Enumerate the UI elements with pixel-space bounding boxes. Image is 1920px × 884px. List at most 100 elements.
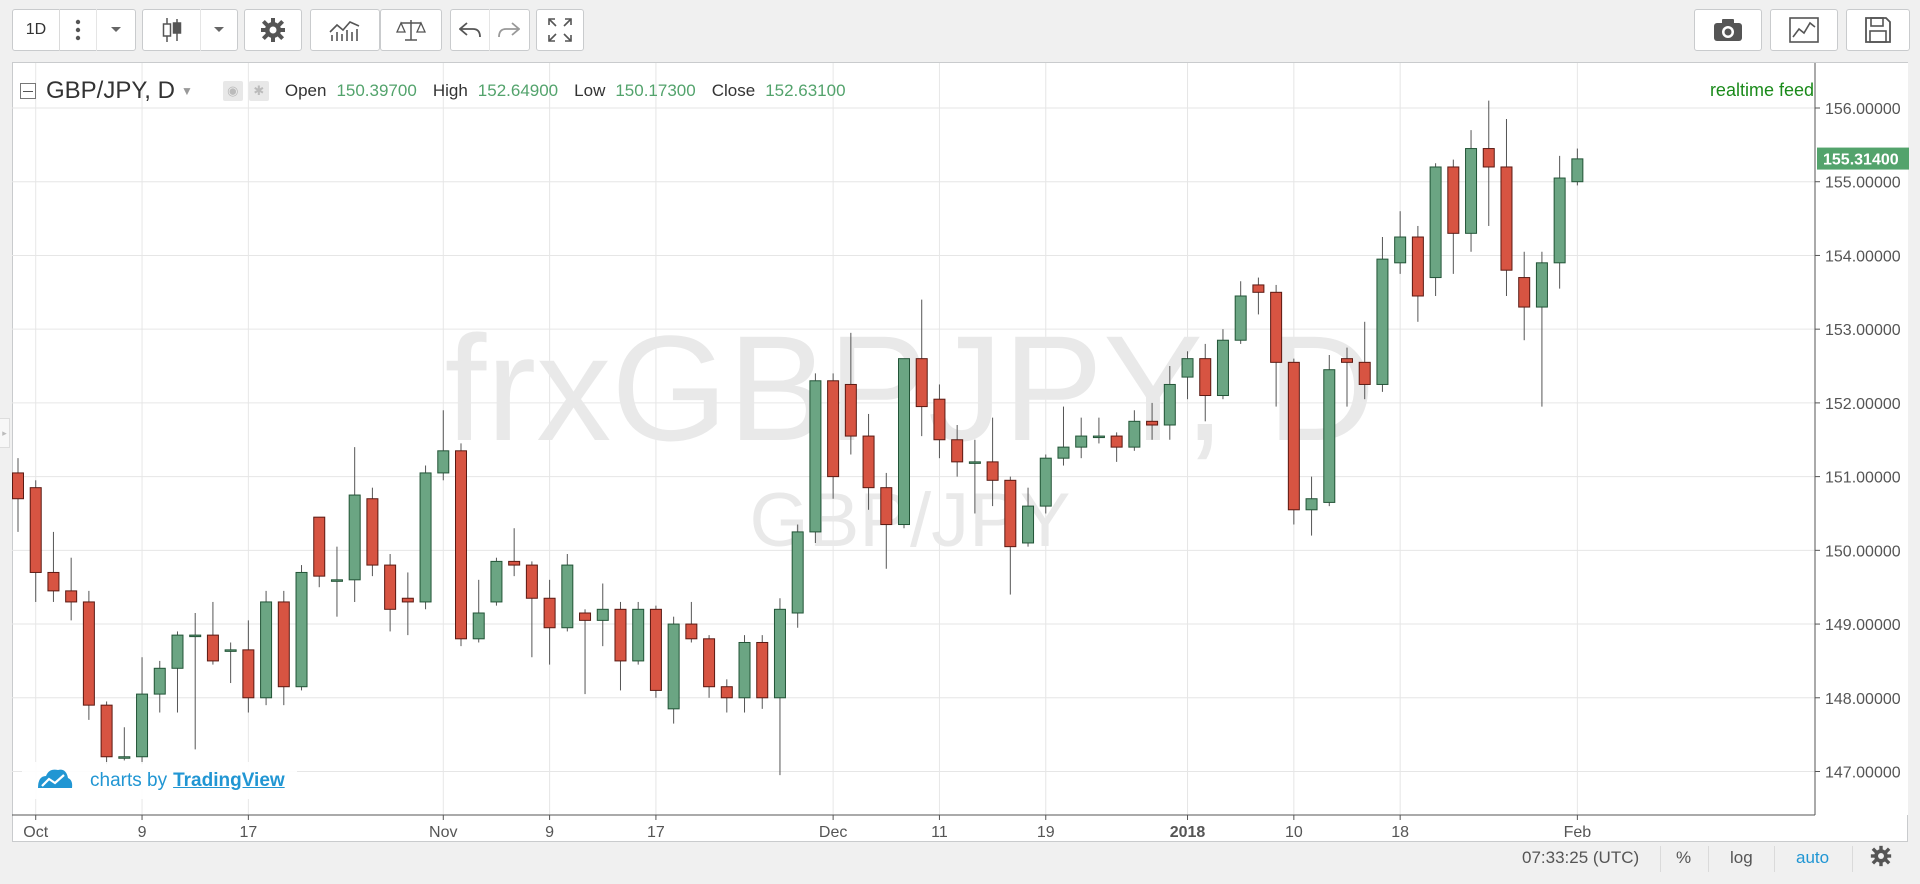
candle-body-down	[1110, 435, 1123, 448]
time-tick-label: Dec	[819, 824, 847, 841]
fullscreen-button[interactable]	[536, 9, 584, 51]
chevron-down-icon[interactable]	[201, 26, 237, 34]
candle	[649, 605, 662, 698]
candle-body-down	[12, 472, 24, 500]
chevron-right-icon[interactable]: ▸	[0, 418, 10, 448]
candle	[118, 727, 131, 761]
candle-body-down	[206, 634, 219, 662]
candle	[29, 480, 42, 602]
save-icon	[1864, 16, 1892, 44]
time-tick-label: 17	[647, 824, 665, 841]
candle	[1022, 487, 1035, 547]
grid	[12, 63, 1815, 815]
chevron-down-icon[interactable]	[97, 26, 135, 34]
candle-body-down	[277, 601, 290, 688]
log-scale-toggle[interactable]: log	[1730, 848, 1753, 867]
candle	[1252, 277, 1265, 315]
candle-body-down	[543, 597, 556, 629]
candle	[561, 554, 574, 632]
gear-icon[interactable]	[1870, 845, 1892, 872]
candle	[401, 572, 414, 636]
candle	[703, 635, 716, 698]
time-tick-label: 11	[931, 824, 948, 841]
compare-button[interactable]	[380, 9, 442, 51]
candle-body-down	[720, 686, 733, 699]
candle	[844, 332, 857, 455]
candle	[384, 554, 397, 632]
candlestick-icon[interactable]	[143, 16, 200, 44]
candle	[525, 561, 538, 658]
candle	[437, 410, 450, 481]
candle	[277, 590, 290, 706]
candle	[1075, 417, 1088, 459]
save-button[interactable]	[1846, 9, 1910, 51]
candle	[1270, 284, 1283, 407]
candle	[880, 472, 893, 569]
open-label: Open	[284, 81, 327, 100]
candle-body-down	[1252, 284, 1265, 293]
high-value: 152.64900	[477, 81, 559, 100]
tradingview-branding[interactable]: charts by TradingView	[22, 762, 297, 799]
divider	[1774, 846, 1775, 872]
price-tick-label: 148.00000	[1825, 691, 1901, 708]
candle-body-down	[29, 487, 42, 573]
candle-body-up	[1323, 369, 1336, 503]
candle-body-down	[1004, 479, 1017, 548]
undo-redo-group	[450, 9, 530, 51]
more-vertical-icon[interactable]	[60, 19, 96, 41]
candle	[65, 557, 78, 621]
candle	[330, 546, 343, 617]
last-price-badge	[1817, 147, 1909, 170]
auto-scale-toggle[interactable]: auto	[1796, 848, 1830, 867]
collapse-legend-icon[interactable]	[20, 83, 36, 99]
time-tick-label: 9	[138, 824, 147, 841]
tradingview-link[interactable]: TradingView	[173, 769, 285, 791]
high-label: High	[432, 81, 468, 100]
eye-icon[interactable]: ◉	[222, 81, 243, 101]
settings-button[interactable]	[244, 9, 302, 51]
indicators-icon	[328, 18, 362, 42]
undo-icon[interactable]	[451, 22, 489, 38]
chevron-down-icon[interactable]: ▼	[180, 84, 193, 98]
candle	[419, 465, 432, 610]
candle	[1358, 321, 1371, 400]
candles	[12, 100, 1584, 776]
candle	[862, 413, 875, 510]
candle-body-up	[968, 461, 981, 464]
candle-body-down	[1146, 420, 1159, 426]
candle	[472, 579, 485, 643]
indicators-button[interactable]	[310, 9, 380, 51]
candle-body-down	[703, 638, 716, 688]
interval-selector[interactable]: 1D	[12, 9, 136, 51]
gear-icon[interactable]: ✱	[248, 81, 269, 101]
candle-body-down	[1270, 291, 1283, 363]
candle-body-down	[455, 450, 467, 640]
price-axis-bg	[1815, 63, 1908, 815]
chart-style-selector[interactable]	[142, 9, 238, 51]
percent-scale-toggle[interactable]: %	[1676, 848, 1692, 867]
candle-body-down	[313, 516, 326, 577]
candle-body-up	[118, 756, 131, 759]
candle-body-down	[100, 704, 113, 758]
candle	[1571, 148, 1584, 186]
redo-icon[interactable]	[490, 22, 530, 38]
candle-body-up	[1571, 158, 1584, 183]
top-toolbar: 1D	[0, 0, 1920, 62]
candle-body-up	[1535, 262, 1548, 308]
candle	[632, 601, 645, 665]
candle-body-down	[1447, 166, 1460, 234]
price-tick-label: 153.00000	[1825, 322, 1901, 339]
candle-body-down	[508, 560, 521, 566]
time-tick-label: 2018	[1170, 824, 1206, 841]
symbol-label[interactable]: GBP/JPY, D	[46, 77, 175, 104]
chart-type-button[interactable]	[1770, 9, 1838, 51]
candle-body-down	[1287, 361, 1300, 511]
candle-body-up	[348, 494, 361, 581]
snapshot-button[interactable]	[1694, 9, 1762, 51]
divider	[59, 9, 60, 51]
candle	[136, 657, 149, 765]
candle	[596, 583, 609, 647]
candle-body-up	[1429, 166, 1442, 279]
candle	[756, 635, 769, 709]
